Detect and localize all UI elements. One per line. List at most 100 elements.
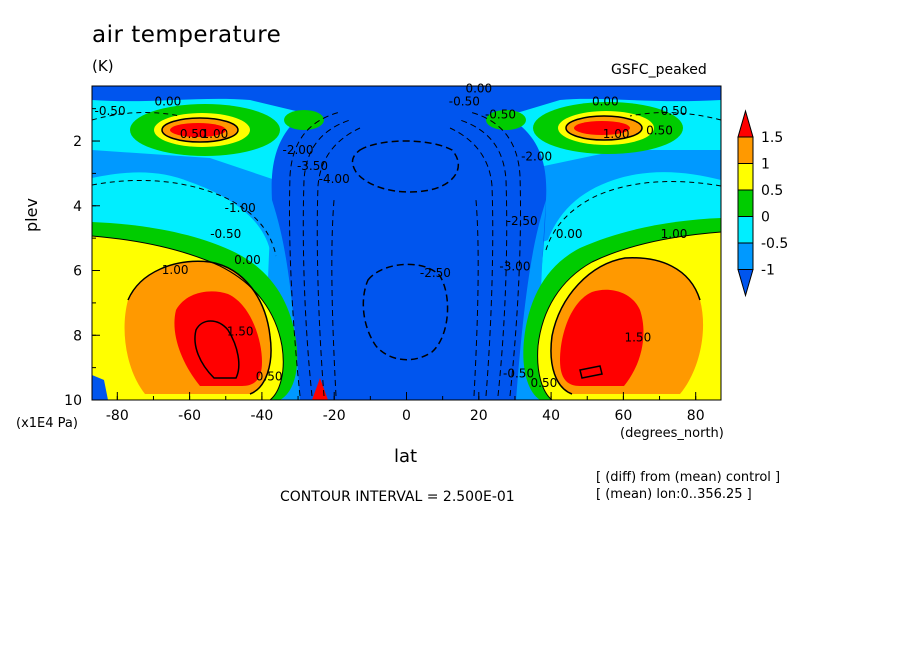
contour-label: -2.50 bbox=[420, 266, 451, 280]
x-axis-ticks: -80 -60 -40 -20 0 20 40 60 80 bbox=[106, 392, 705, 424]
contour-lines bbox=[92, 111, 721, 400]
dataset-label: GSFC_peaked bbox=[611, 62, 707, 78]
contour-solid-upper-right bbox=[565, 115, 643, 141]
contour-label: -2.00 bbox=[283, 143, 314, 157]
contour-dashed-upper-right bbox=[629, 112, 721, 121]
x-tick-label: 80 bbox=[687, 408, 705, 424]
contour-solid-right-orange bbox=[550, 257, 701, 395]
field-upper-right-red bbox=[574, 121, 630, 135]
field-cold-core bbox=[262, 94, 547, 400]
contour-label: 0.50 bbox=[180, 127, 207, 141]
contour-label: 1.00 bbox=[202, 127, 229, 141]
field-top-strip bbox=[92, 86, 721, 112]
contour-solid-upper-left bbox=[161, 117, 239, 143]
colorbar-label: -0.5 bbox=[761, 236, 788, 252]
x-tick-label: -60 bbox=[178, 408, 201, 424]
contour-label: -2.00 bbox=[521, 149, 552, 163]
colorbar-label: 0.5 bbox=[761, 183, 783, 199]
contour-label: 0.00 bbox=[592, 94, 619, 108]
field-lower-right-red bbox=[560, 289, 644, 386]
contour-label: -0.50 bbox=[503, 366, 534, 380]
y-tick-label: 6 bbox=[73, 264, 82, 280]
contour-labels: -0.500.000.501.00-2.00-3.50-4.00-1.00-0.… bbox=[95, 81, 688, 390]
x-axis-units: (degrees_north) bbox=[620, 426, 724, 441]
x-axis-label: lat bbox=[394, 446, 418, 467]
contour-label: 0.50 bbox=[646, 124, 673, 138]
contour-label: -1.00 bbox=[225, 201, 256, 215]
colorbar-arrow-bottom bbox=[737, 269, 754, 298]
field-bottom-left-corner bbox=[92, 375, 108, 400]
colorbar-label: -1 bbox=[761, 263, 775, 279]
x-tick-label: 40 bbox=[542, 408, 560, 424]
contour-solid-left-inner bbox=[194, 320, 240, 379]
note-diff: [ (diff) from (mean) control ] bbox=[596, 470, 781, 485]
contour-label: -0.50 bbox=[95, 104, 126, 118]
contour-label: 0.50 bbox=[531, 376, 558, 390]
contour-label: 1.00 bbox=[162, 263, 189, 277]
colorbar: 1.5 1 0.5 0 -0.5 -1 bbox=[737, 109, 788, 298]
field-bottom-right-notch bbox=[496, 378, 516, 400]
colorbar-swatch bbox=[737, 242, 754, 270]
contour-label: -0.50 bbox=[210, 227, 241, 241]
colorbar-swatch bbox=[737, 136, 754, 164]
contour-label: 0.00 bbox=[465, 81, 492, 95]
y-tick-label: 10 bbox=[64, 393, 82, 409]
x-tick-label: 0 bbox=[402, 408, 411, 424]
x-tick-label: 60 bbox=[614, 408, 632, 424]
contour-dashed-left-3 bbox=[316, 127, 361, 397]
colorbar-arrow-top bbox=[737, 109, 754, 138]
contour-interval: CONTOUR INTERVAL = 2.500E-01 bbox=[280, 489, 515, 505]
y-tick-label: 2 bbox=[73, 134, 82, 150]
colorbar-swatch bbox=[737, 216, 754, 244]
field-lobe-upper-left bbox=[92, 150, 305, 260]
y-tick-label: 4 bbox=[73, 199, 82, 215]
colorbar-label: 1.5 bbox=[761, 130, 783, 146]
contour-label: -4.00 bbox=[319, 172, 350, 186]
contour-fields bbox=[92, 86, 721, 400]
y-tick-label: 8 bbox=[73, 328, 82, 344]
colorbar-swatch bbox=[737, 189, 754, 217]
contour-label: 0.50 bbox=[256, 370, 283, 384]
contour-dashed-lobe-left bbox=[92, 179, 277, 257]
contour-dashed-right-1 bbox=[469, 111, 521, 397]
field-lobe-upper-right bbox=[520, 150, 721, 250]
field-lower-left-red bbox=[174, 291, 262, 386]
note-mean: [ (mean) lon:0..356.25 ] bbox=[596, 487, 752, 502]
contour-label: 0.00 bbox=[556, 227, 583, 241]
chart-units: (K) bbox=[92, 57, 114, 75]
field-green-bit-right bbox=[486, 110, 526, 130]
contour-solid-left-orange bbox=[127, 260, 272, 395]
y-axis-scale-label: (x1E4 Pa) bbox=[16, 416, 78, 431]
contour-label: 1.50 bbox=[227, 324, 254, 338]
x-tick-label: 20 bbox=[470, 408, 488, 424]
contour-solid-right-yellow bbox=[537, 231, 721, 400]
contour-dashed-left-1 bbox=[289, 111, 341, 397]
contour-label: 0.50 bbox=[661, 104, 688, 118]
contour-label: -3.50 bbox=[297, 159, 328, 173]
contour-label: -0.50 bbox=[485, 107, 516, 121]
contour-label: -3.00 bbox=[499, 260, 530, 274]
x-tick-label: -40 bbox=[250, 408, 273, 424]
contour-label: 1.50 bbox=[624, 331, 651, 345]
x-tick-label: -20 bbox=[323, 408, 346, 424]
contour-solid-right-inner bbox=[579, 365, 603, 379]
contour-label: -2.50 bbox=[507, 214, 538, 228]
contour-dashed-right-3 bbox=[449, 127, 494, 397]
contour-label: 1.00 bbox=[603, 127, 630, 141]
field-upper-left-red bbox=[170, 123, 226, 137]
colorbar-swatch bbox=[737, 163, 754, 191]
chart-title: air temperature bbox=[92, 22, 282, 48]
contour-dashed-core-lower bbox=[362, 263, 449, 361]
colorbar-label: 0 bbox=[761, 210, 770, 226]
y-axis-ticks: 2 4 6 8 10 bbox=[64, 108, 100, 409]
contour-dashed-left-2 bbox=[302, 119, 351, 397]
contour-label: 0.00 bbox=[155, 94, 182, 108]
contour-label: -0.50 bbox=[449, 94, 480, 108]
field-green-bit-left bbox=[284, 110, 324, 130]
contour-dashed-lobe-right bbox=[545, 181, 721, 251]
contour-label: 1.00 bbox=[661, 227, 688, 241]
colorbar-label: 1 bbox=[761, 157, 770, 173]
contour-dashed-core-upper bbox=[351, 140, 460, 193]
contour-dashed-right-2 bbox=[459, 119, 508, 397]
